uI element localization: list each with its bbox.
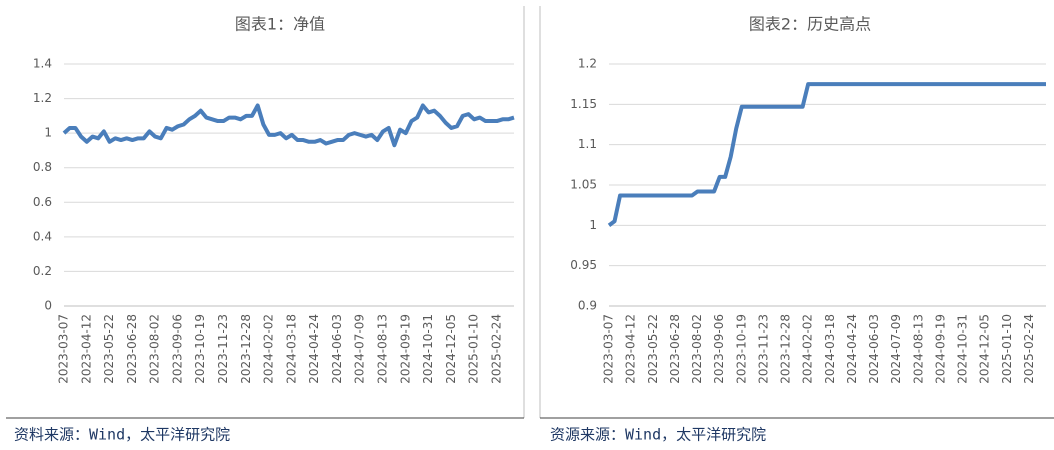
x-tick-label: 2024-04-24 [307,314,321,384]
x-tick-label: 2024-10-31 [421,314,435,384]
x-tick-label: 2023-10-19 [734,314,748,384]
chart-title: 图表2：历史高点 [749,15,871,34]
x-tick-label: 2024-09-19 [933,314,947,384]
x-tick-label: 2023-09-06 [712,314,726,384]
y-tick-label: 1.4 [33,57,52,71]
x-tick-label: 2023-10-19 [193,314,207,384]
y-tick-label: 1.2 [33,91,52,105]
x-tick-label: 2023-12-28 [779,314,793,384]
y-tick-label: 0.95 [570,258,597,272]
x-tick-label: 2025-01-10 [1000,314,1014,384]
chart-title: 图表1：净值 [235,15,325,34]
x-tick-label: 2023-06-28 [125,314,139,384]
x-tick-label: 2024-03-18 [823,314,837,384]
source-note: 资源来源：Wind，太平洋研究院 [550,426,766,444]
x-tick-label: 2024-03-18 [284,314,298,384]
x-tick-label: 2024-06-03 [330,314,344,384]
x-tick-label: 2023-05-22 [102,314,116,384]
x-tick-label: 2024-07-09 [889,314,903,384]
y-tick-label: 1.2 [578,57,597,71]
x-tick-label: 2024-10-31 [956,314,970,384]
y-tick-label: 0.9 [578,299,597,313]
y-tick-label: 0 [44,299,52,313]
x-tick-label: 2023-11-23 [756,314,770,384]
y-tick-label: 0.4 [33,229,52,243]
x-tick-label: 2023-05-22 [646,314,660,384]
x-tick-label: 2025-02-24 [1022,314,1036,384]
source-note: 资料来源：Wind，太平洋研究院 [14,426,230,444]
x-tick-label: 2025-01-10 [467,314,481,384]
x-tick-label: 2024-06-03 [867,314,881,384]
y-tick-label: 0.6 [33,195,52,209]
x-tick-label: 2023-03-07 [57,314,71,384]
x-tick-label: 2023-08-02 [690,314,704,384]
x-tick-label: 2024-08-13 [911,314,925,384]
x-tick-label: 2023-04-12 [79,314,93,384]
y-tick-label: 1 [589,218,597,232]
y-tick-label: 1 [44,126,52,140]
y-tick-label: 1.05 [570,178,597,192]
x-tick-label: 2024-12-05 [444,314,458,384]
x-tick-label: 2024-07-09 [353,314,367,384]
data-line [607,82,1046,227]
x-tick-label: 2023-09-06 [170,314,184,384]
x-tick-label: 2023-12-28 [239,314,253,384]
x-tick-label: 2023-04-12 [624,314,638,384]
x-tick-label: 2025-02-24 [489,314,503,384]
x-tick-label: 2023-08-02 [148,314,162,384]
x-tick-label: 2024-02-02 [262,314,276,384]
y-tick-label: 0.8 [33,160,52,174]
y-tick-label: 0.2 [33,264,52,278]
x-tick-label: 2023-11-23 [216,314,230,384]
y-tick-label: 1.15 [570,97,597,111]
x-tick-label: 2024-08-13 [375,314,389,384]
x-tick-label: 2024-12-05 [978,314,992,384]
x-tick-label: 2024-09-19 [398,314,412,384]
x-tick-label: 2024-04-24 [845,314,859,384]
data-line [62,103,515,148]
y-tick-label: 1.1 [578,137,597,151]
x-tick-label: 2023-03-07 [602,314,616,384]
x-tick-label: 2024-02-02 [801,314,815,384]
x-tick-label: 2023-06-28 [668,314,682,384]
